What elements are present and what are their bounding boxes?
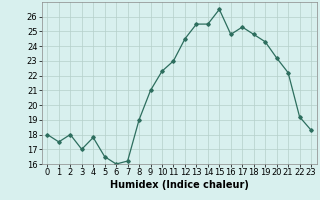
X-axis label: Humidex (Indice chaleur): Humidex (Indice chaleur): [110, 180, 249, 190]
